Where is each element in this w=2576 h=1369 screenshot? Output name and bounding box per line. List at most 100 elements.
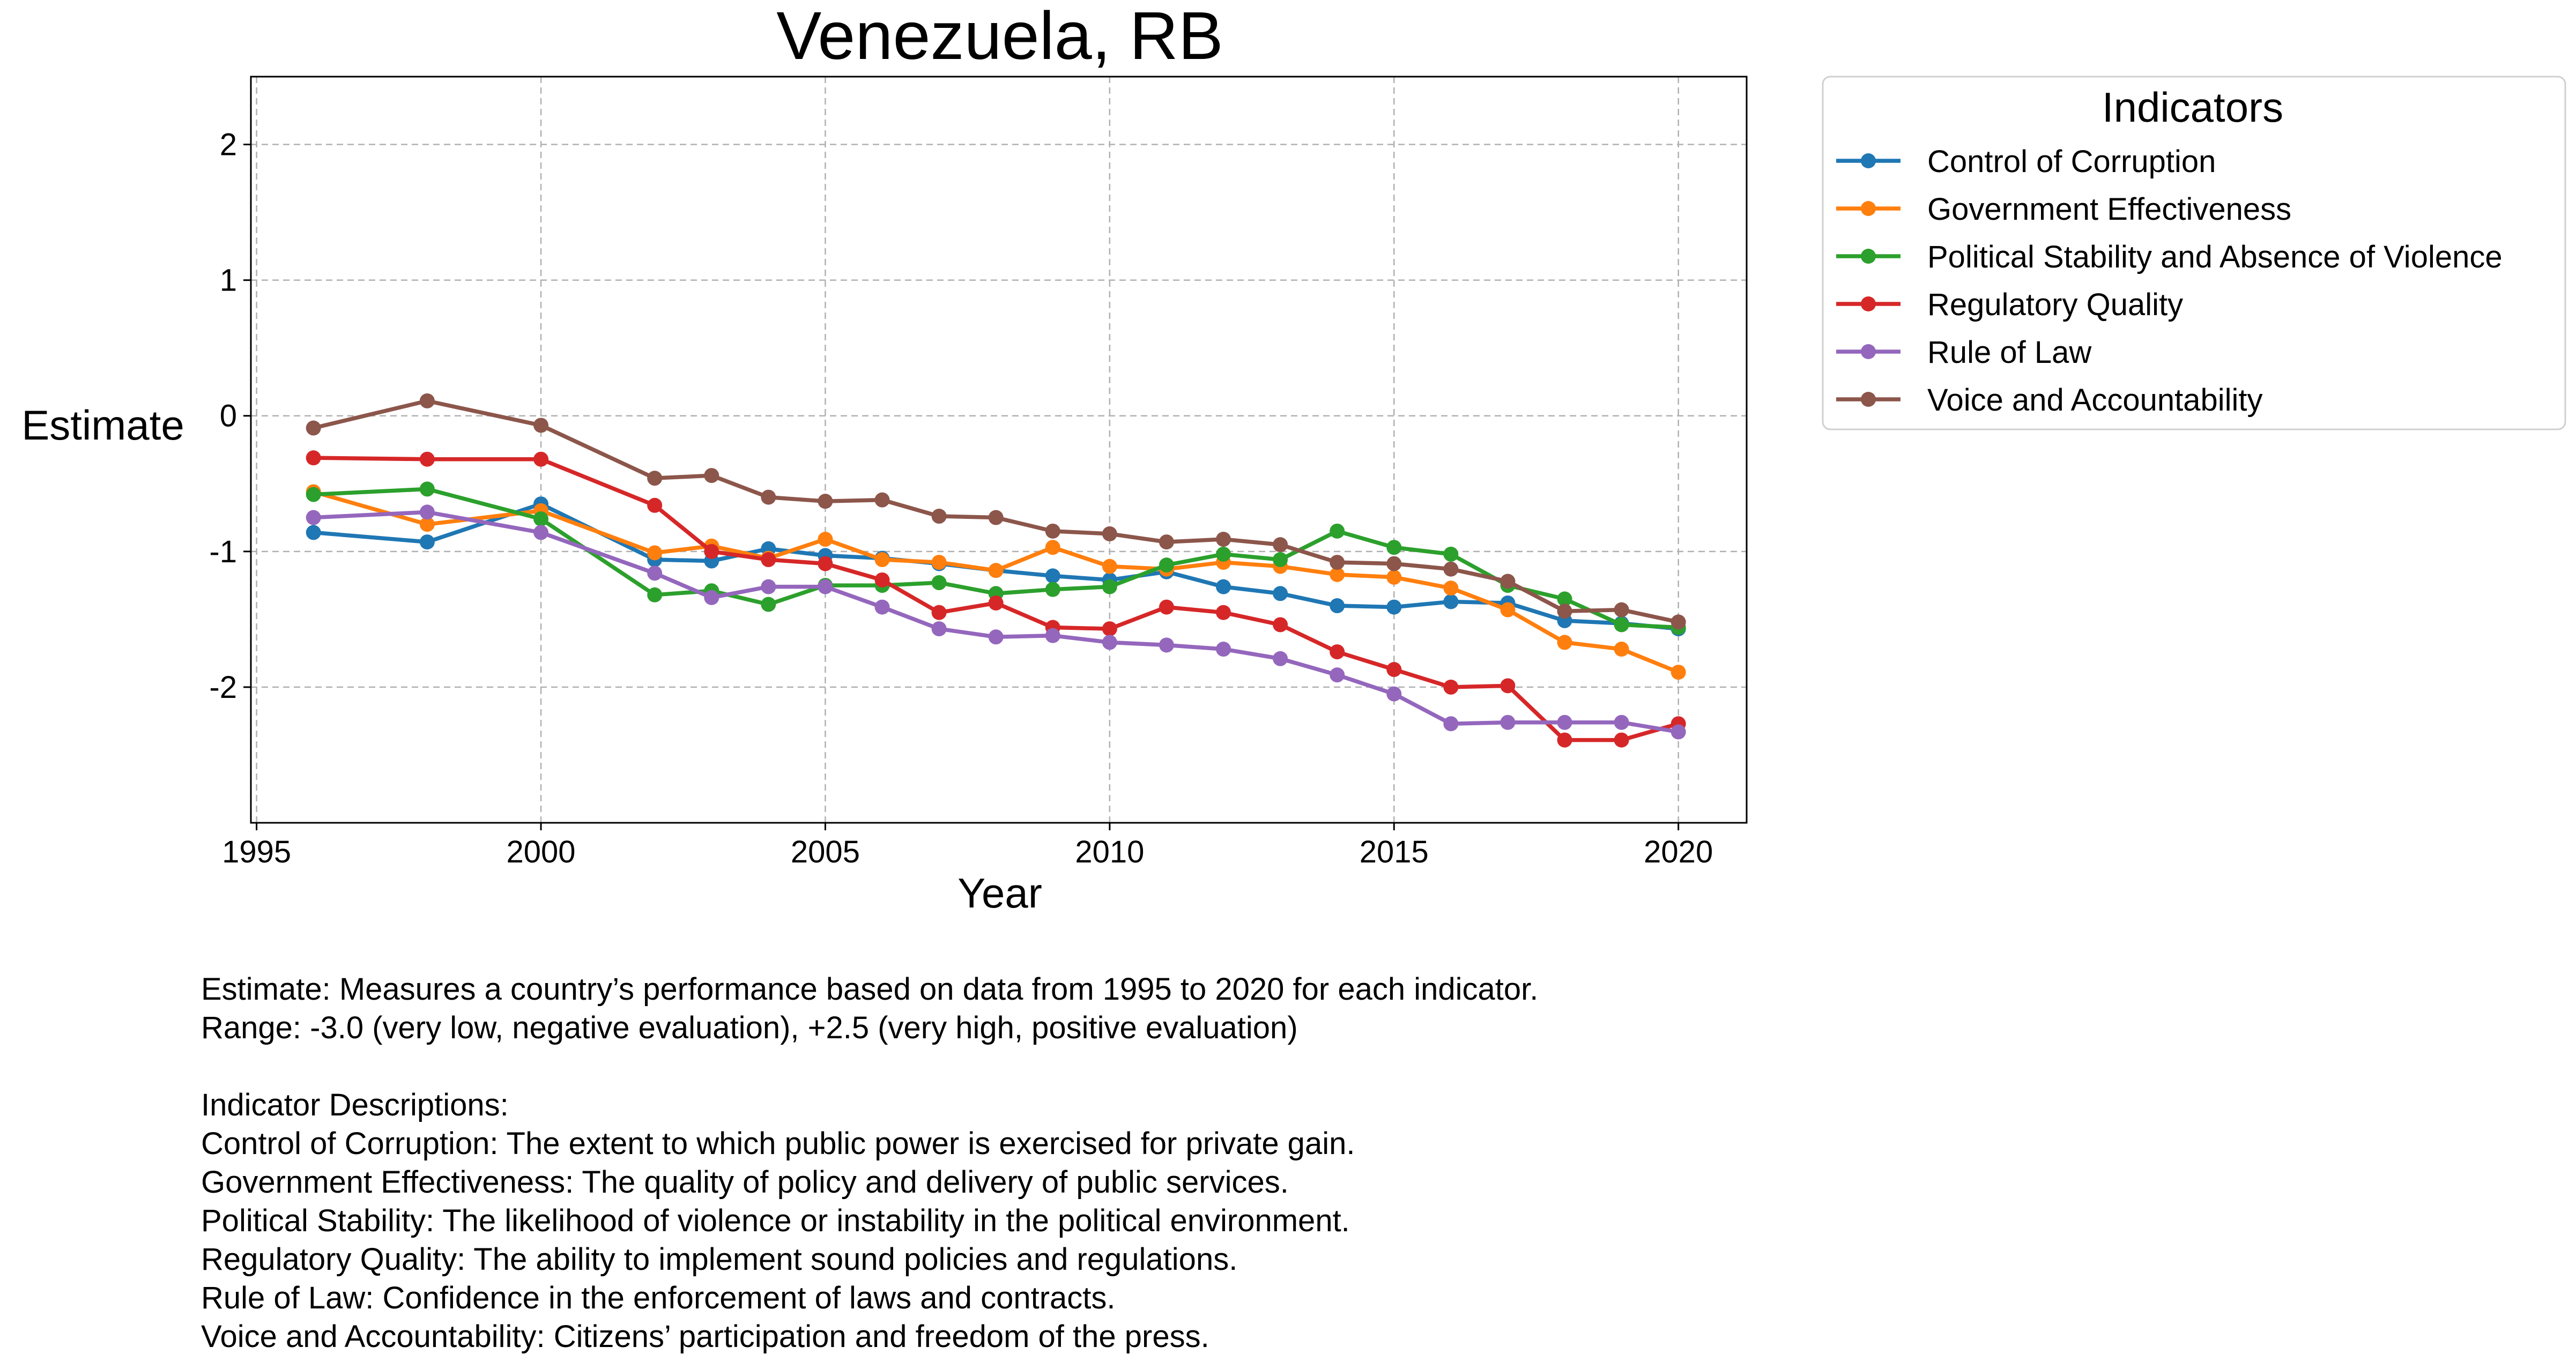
- data-point: [704, 590, 719, 605]
- data-point: [1216, 605, 1231, 620]
- grid: [251, 77, 1747, 823]
- legend-item: Control of Corruption: [1836, 144, 2216, 179]
- data-point: [931, 621, 947, 637]
- data-point: [931, 575, 947, 591]
- legend-item: Regulatory Quality: [1836, 287, 2183, 322]
- data-point: [1386, 556, 1402, 571]
- data-point: [1102, 621, 1117, 637]
- data-point: [419, 504, 435, 520]
- series-line: [311, 489, 1681, 674]
- y-tick-label: -1: [209, 534, 237, 569]
- legend-label: Voice and Accountability: [1927, 383, 2263, 418]
- data-point: [1102, 526, 1117, 541]
- data-point: [818, 579, 833, 594]
- legend-marker: [1861, 392, 1876, 407]
- data-point: [1671, 665, 1686, 680]
- data-point: [1273, 651, 1288, 666]
- data-point: [1216, 546, 1231, 562]
- data-point: [1102, 635, 1117, 650]
- data-point: [1614, 715, 1629, 730]
- data-point: [1330, 667, 1345, 683]
- series-6: [306, 393, 1686, 630]
- data-point: [1216, 532, 1231, 547]
- data-point: [1330, 644, 1345, 660]
- data-point: [818, 532, 833, 547]
- x-tick-label: 2020: [1644, 835, 1713, 869]
- data-point: [1557, 591, 1572, 607]
- data-point: [306, 510, 321, 525]
- data-point: [1443, 546, 1459, 562]
- footnote-line: Political Stability: The likelihood of v…: [201, 1203, 1350, 1238]
- x-tick-label: 2005: [791, 835, 860, 869]
- data-point: [874, 552, 890, 568]
- data-point: [306, 525, 321, 540]
- data-point: [533, 511, 549, 527]
- data-point: [1557, 604, 1572, 619]
- data-point: [1386, 540, 1402, 555]
- data-point: [419, 393, 435, 408]
- y-tick-label: -2: [209, 670, 237, 705]
- series-line: [311, 456, 1681, 742]
- data-point: [988, 510, 1004, 525]
- data-point: [1443, 716, 1459, 732]
- x-axis-label: Year: [957, 869, 1042, 917]
- data-point: [704, 544, 719, 559]
- legend-item: Rule of Law: [1836, 335, 2092, 370]
- data-point: [533, 525, 549, 540]
- data-point: [1443, 594, 1459, 609]
- legend-item: Voice and Accountability: [1836, 383, 2263, 418]
- legend-label: Government Effectiveness: [1927, 192, 2291, 227]
- data-point: [1045, 568, 1060, 584]
- data-point: [1159, 637, 1174, 653]
- x-tick-label: 2010: [1075, 835, 1144, 869]
- data-point: [1671, 724, 1686, 740]
- data-point: [647, 471, 663, 486]
- x-tick-label: 2015: [1360, 835, 1429, 869]
- data-point: [419, 481, 435, 497]
- data-point: [1614, 642, 1629, 657]
- legend-marker: [1861, 344, 1876, 359]
- x-tick-label: 2000: [507, 835, 576, 869]
- legend-item: Political Stability and Absence of Viole…: [1836, 240, 2503, 274]
- data-point: [988, 629, 1004, 645]
- y-tick-label: 0: [220, 399, 237, 434]
- legend-marker: [1861, 249, 1876, 264]
- data-point: [1102, 579, 1117, 594]
- plot-area: [250, 76, 1748, 824]
- data-point: [1273, 537, 1288, 553]
- y-tick-label: 1: [220, 263, 237, 298]
- data-point: [1443, 561, 1459, 577]
- data-point: [1273, 552, 1288, 568]
- data-point: [1557, 635, 1572, 650]
- data-point: [647, 545, 663, 561]
- data-point: [1159, 557, 1174, 573]
- data-point: [1045, 540, 1060, 555]
- data-point: [1102, 559, 1117, 574]
- data-point: [1614, 732, 1629, 748]
- data-point: [647, 566, 663, 581]
- data-point: [533, 418, 549, 433]
- data-point: [647, 497, 663, 513]
- data-point: [1330, 598, 1345, 614]
- y-tick-label: 2: [220, 128, 237, 162]
- data-point: [1614, 617, 1629, 633]
- data-point: [306, 420, 321, 436]
- data-point: [988, 595, 1004, 611]
- footnote: Estimate: Measures a country’s performan…: [201, 970, 2506, 1356]
- data-point: [704, 468, 719, 483]
- legend-label: Political Stability and Absence of Viole…: [1927, 240, 2503, 274]
- data-point: [1045, 582, 1060, 597]
- data-point: [1330, 567, 1345, 582]
- data-point: [874, 572, 890, 587]
- legend-label: Control of Corruption: [1927, 144, 2216, 179]
- data-point: [1045, 523, 1060, 539]
- data-point: [1330, 555, 1345, 570]
- data-point: [1159, 599, 1174, 615]
- data-point: [1386, 662, 1402, 678]
- data-point: [1671, 614, 1686, 630]
- legend-item: Government Effectiveness: [1836, 192, 2291, 227]
- data-point: [1273, 586, 1288, 601]
- data-point: [1557, 715, 1572, 730]
- series-line: [311, 487, 1681, 630]
